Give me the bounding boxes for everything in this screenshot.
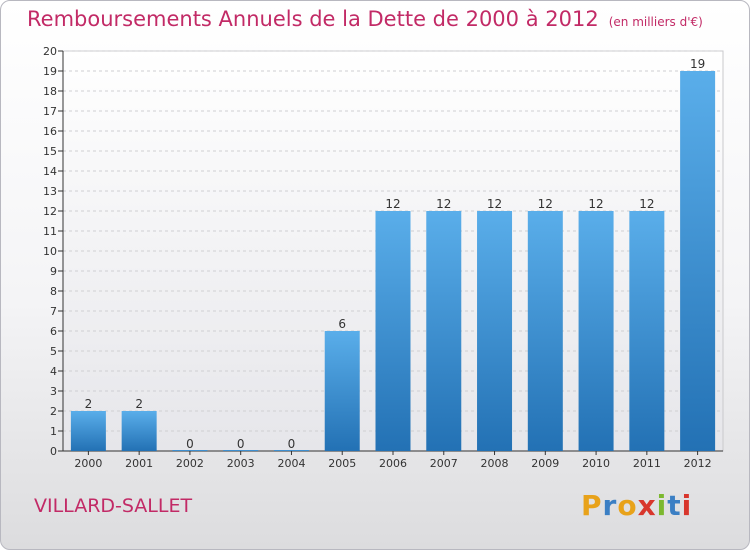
y-tick-label: 6	[50, 325, 57, 338]
y-tick-label: 14	[43, 165, 57, 178]
bar-value-label: 0	[237, 437, 245, 451]
bar	[629, 211, 665, 451]
bar-value-label: 12	[487, 197, 502, 211]
x-tick-label: 2005	[328, 457, 356, 470]
bar	[375, 211, 411, 451]
bar	[223, 450, 259, 451]
y-tick-label: 18	[43, 85, 57, 98]
y-tick-label: 12	[43, 205, 57, 218]
y-tick-label: 5	[50, 345, 57, 358]
y-tick-label: 8	[50, 285, 57, 298]
logo-letter: o	[617, 489, 638, 522]
y-tick-label: 4	[50, 365, 57, 378]
x-tick-label: 2004	[277, 457, 305, 470]
y-tick-label: 19	[43, 65, 57, 78]
y-tick-label: 2	[50, 405, 57, 418]
y-tick-label: 7	[50, 305, 57, 318]
bar	[121, 411, 157, 451]
bar-value-label: 0	[186, 437, 194, 451]
bar	[273, 450, 309, 451]
y-tick-label: 20	[43, 45, 57, 58]
y-tick-label: 11	[43, 225, 57, 238]
logo-letter: t	[667, 489, 682, 522]
bar	[578, 211, 614, 451]
logo-letter: i	[681, 489, 693, 522]
bar	[527, 211, 563, 451]
x-tick-label: 2007	[430, 457, 458, 470]
x-tick-label: 2001	[125, 457, 153, 470]
x-tick-label: 2009	[531, 457, 559, 470]
bar	[172, 450, 208, 451]
chart-title: Remboursements Annuels de la Dette de 20…	[27, 7, 703, 31]
bar-value-label: 12	[385, 197, 400, 211]
logo-letter: P	[581, 489, 603, 522]
bar	[477, 211, 513, 451]
x-tick-label: 2010	[582, 457, 610, 470]
x-tick-label: 2002	[176, 457, 204, 470]
y-tick-label: 15	[43, 145, 57, 158]
x-tick-label: 2011	[633, 457, 661, 470]
bar-value-label: 12	[538, 197, 553, 211]
x-tick-label: 2003	[227, 457, 255, 470]
bar-value-label: 0	[288, 437, 296, 451]
x-tick-label: 2008	[481, 457, 509, 470]
city-name: VILLARD-SALLET	[34, 495, 193, 517]
bar	[680, 71, 716, 451]
y-tick-label: 0	[50, 445, 57, 458]
bar	[324, 331, 360, 451]
logo-letter: x	[637, 489, 657, 522]
y-tick-label: 13	[43, 185, 57, 198]
y-tick-label: 1	[50, 425, 57, 438]
x-tick-label: 2006	[379, 457, 407, 470]
x-tick-label: 2000	[74, 457, 102, 470]
y-tick-label: 3	[50, 385, 57, 398]
chart-title-text: Remboursements Annuels de la Dette de 20…	[27, 7, 599, 31]
proxiti-logo[interactable]: Proxiti	[581, 489, 692, 522]
logo-letter: i	[656, 489, 668, 522]
y-tick-label: 16	[43, 125, 57, 138]
bar-value-label: 12	[588, 197, 603, 211]
bar	[70, 411, 106, 451]
x-tick-label: 2012	[684, 457, 712, 470]
bar	[426, 211, 462, 451]
bar-value-label: 12	[639, 197, 654, 211]
y-tick-label: 10	[43, 245, 57, 258]
chart-unit: (en milliers d'€)	[608, 15, 703, 29]
bar-value-label: 2	[85, 397, 93, 411]
logo-letter: r	[602, 489, 618, 522]
y-tick-label: 9	[50, 265, 57, 278]
y-tick-label: 17	[43, 105, 57, 118]
bar-value-label: 19	[690, 57, 705, 71]
bar-value-label: 6	[338, 317, 346, 331]
bar-value-label: 12	[436, 197, 451, 211]
bar-value-label: 2	[135, 397, 143, 411]
